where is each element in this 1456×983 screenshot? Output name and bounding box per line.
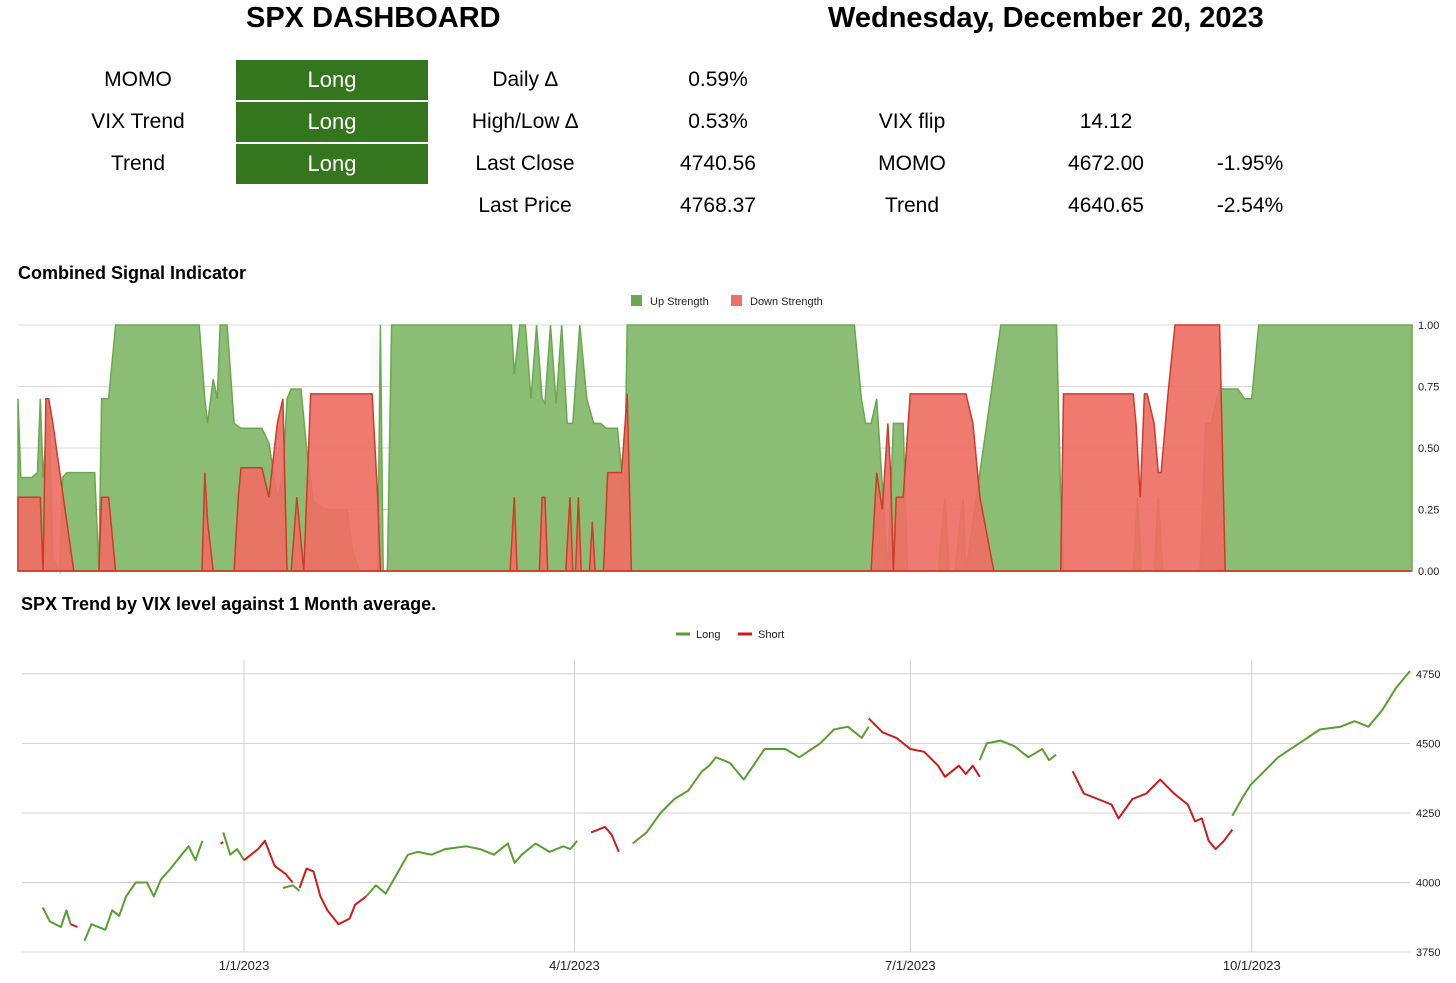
stat-value-daily-delta: 0.59% bbox=[688, 68, 748, 91]
dashboard-date: Wednesday, December 20, 2023 bbox=[828, 2, 1264, 34]
stat-label-last-price: Last Price bbox=[478, 194, 572, 217]
line-short-segment bbox=[220, 841, 224, 845]
legend-label-1: Down Strength bbox=[750, 296, 823, 308]
y-tick-label: 0.50 bbox=[1418, 443, 1439, 455]
signal-badge-trend: Long bbox=[236, 144, 428, 184]
line-long-segment bbox=[632, 725, 870, 845]
y-tick-label: 0.25 bbox=[1418, 505, 1439, 517]
stat-label-last-close: Last Close bbox=[475, 152, 575, 175]
y-tick-label: 1.00 bbox=[1418, 320, 1439, 332]
line-long-segment bbox=[365, 840, 578, 898]
x-tick-label: 7/1/2023 bbox=[885, 958, 936, 973]
legend-label-0: Long bbox=[696, 629, 720, 641]
legend-swatch-0 bbox=[631, 295, 642, 306]
line-short-segment bbox=[298, 867, 367, 926]
dashboard-title: SPX DASHBOARD bbox=[246, 2, 501, 34]
signal-badge-vix-trend: Long bbox=[236, 102, 428, 142]
level-value-momo: 4672.00 bbox=[1068, 152, 1144, 175]
y-tick-label: 4250 bbox=[1416, 808, 1440, 820]
level-pct-momo: -1.95% bbox=[1216, 152, 1284, 175]
level-label-trend: Trend bbox=[884, 194, 940, 217]
level-pct-trend: -2.54% bbox=[1216, 194, 1284, 217]
stat-label-daily-delta: Daily ∆ bbox=[492, 68, 558, 91]
signal-badge-momo: Long bbox=[236, 60, 428, 100]
level-label-momo: MOMO bbox=[878, 152, 946, 175]
line-short-segment bbox=[867, 717, 981, 778]
line-short-segment bbox=[70, 923, 78, 928]
level-label-vix-flip: VIX flip bbox=[878, 110, 946, 133]
x-tick-label: 1/1/2023 bbox=[219, 958, 270, 973]
legend-swatch-1 bbox=[731, 295, 742, 306]
spx-trend-chart-title: SPX Trend by VIX level against 1 Month a… bbox=[21, 594, 437, 614]
y-tick-label: 4500 bbox=[1416, 738, 1440, 750]
y-tick-label: 3750 bbox=[1416, 947, 1440, 959]
line-short-segment bbox=[1071, 770, 1234, 851]
x-tick-label: 4/1/2023 bbox=[549, 958, 600, 973]
line-short-segment bbox=[590, 825, 620, 853]
signal-label-momo: MOMO bbox=[104, 68, 172, 91]
stat-label-high-low-delta: High/Low ∆ bbox=[471, 110, 579, 133]
level-value-trend: 4640.65 bbox=[1068, 194, 1144, 217]
line-long-segment bbox=[222, 832, 245, 861]
legend-label-0: Up Strength bbox=[650, 296, 709, 308]
line-short-segment bbox=[243, 839, 294, 884]
stat-value-last-close: 4740.56 bbox=[680, 152, 756, 175]
y-tick-label: 0.75 bbox=[1418, 382, 1439, 394]
line-long-segment bbox=[83, 840, 204, 942]
signal-label-vix-trend: VIX Trend bbox=[91, 110, 185, 133]
y-tick-label: 0.00 bbox=[1418, 566, 1439, 578]
y-tick-label: 4000 bbox=[1416, 877, 1440, 889]
line-long-segment bbox=[282, 884, 301, 892]
level-value-vix-flip: 14.12 bbox=[1079, 110, 1133, 133]
x-tick-label: 10/1/2023 bbox=[1223, 958, 1281, 973]
stat-value-last-price: 4768.37 bbox=[680, 194, 756, 217]
line-long-segment bbox=[978, 739, 1057, 762]
line-long-segment bbox=[1231, 670, 1411, 817]
signal-label-trend: Trend bbox=[110, 152, 166, 175]
stat-value-high-low-delta: 0.53% bbox=[688, 110, 748, 133]
line-long-segment bbox=[41, 907, 72, 928]
legend-label-1: Short bbox=[758, 629, 784, 641]
y-tick-label: 4750 bbox=[1416, 669, 1440, 681]
combined-signal-chart-title: Combined Signal Indicator bbox=[18, 263, 247, 283]
